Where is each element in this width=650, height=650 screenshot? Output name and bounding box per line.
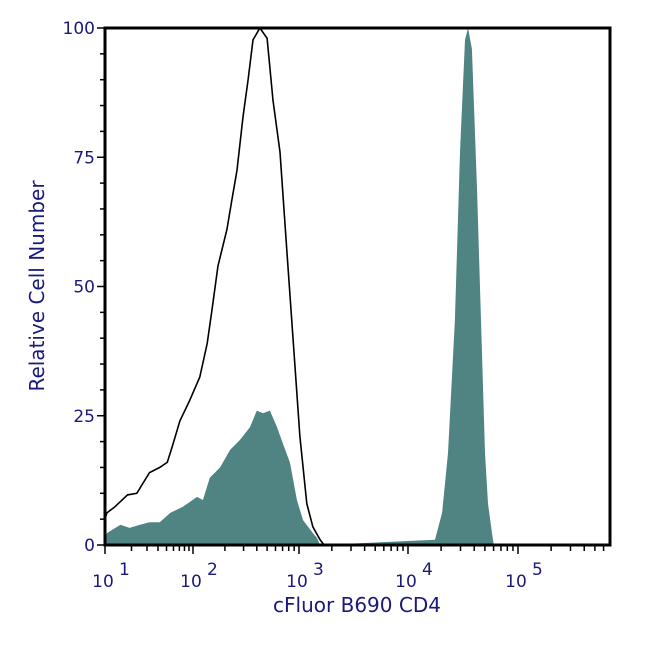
plot-frame [103,26,612,547]
x-tick-exponent: 3 [313,560,324,580]
x-tick-exponent: 1 [119,560,130,580]
x-tick-exponent: 2 [207,560,218,580]
y-tick-label: 100 [63,19,95,39]
series-layer [104,26,494,546]
y-tick-label: 0 [84,536,95,556]
filled-histogram [105,28,494,545]
x-tick-exponent: 4 [422,560,433,580]
y-tick-label: 50 [73,278,95,298]
x-tick-label: 10 [505,572,527,592]
x-tick-label: 10 [180,572,202,592]
x-tick-label: 10 [395,572,417,592]
x-tick-label: 10 [286,572,308,592]
y-axis-title: Relative Cell Number [25,180,49,392]
x-tick-exponent: 5 [532,560,543,580]
y-tick-label: 25 [73,407,95,427]
open-histogram-outline [104,26,325,546]
x-axis-title: cFluor B690 CD4 [273,593,441,617]
x-tick-label: 10 [92,572,114,592]
y-tick-label: 75 [73,148,95,168]
